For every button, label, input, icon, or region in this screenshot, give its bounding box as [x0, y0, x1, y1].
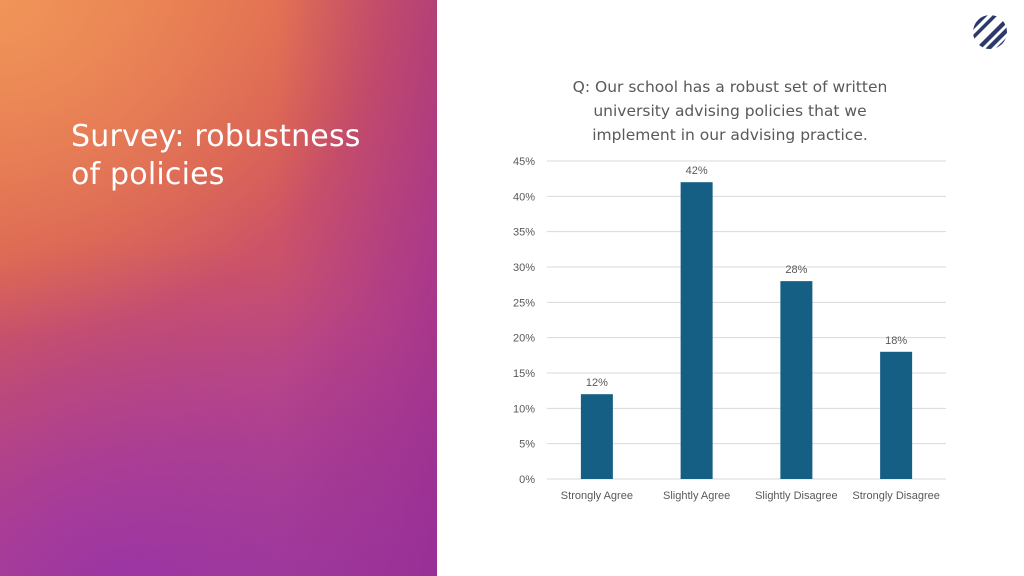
- y-tick-label: 5%: [519, 439, 535, 451]
- y-tick-label: 15%: [513, 368, 535, 380]
- y-tick-label: 25%: [513, 297, 535, 309]
- chart-title: Q: Our school has a robust set of writte…: [572, 78, 888, 144]
- bar: [780, 281, 813, 479]
- data-label: 12%: [586, 377, 608, 389]
- x-tick-label: Strongly Disagree: [852, 490, 939, 502]
- bar: [680, 182, 713, 479]
- x-tick-label: Slightly Disagree: [755, 490, 838, 502]
- title-panel: [0, 0, 437, 576]
- data-label: 42%: [686, 165, 708, 177]
- y-tick-label: 40%: [513, 191, 535, 203]
- striped-circle-logo-icon: [973, 15, 1007, 49]
- y-tick-label: 30%: [513, 262, 535, 274]
- data-label: 18%: [885, 335, 907, 347]
- y-tick-label: 20%: [513, 333, 535, 345]
- bar: [880, 351, 913, 479]
- y-tick-label: 45%: [513, 156, 535, 168]
- slide-title: Survey: robustness of policies: [71, 119, 361, 192]
- y-tick-label: 10%: [513, 403, 535, 415]
- x-tick-label: Slightly Agree: [663, 490, 730, 502]
- data-label: 28%: [785, 264, 807, 276]
- y-tick-label: 35%: [513, 227, 535, 239]
- y-tick-label: 0%: [519, 474, 535, 486]
- bar: [580, 394, 613, 479]
- x-tick-label: Strongly Agree: [561, 490, 633, 502]
